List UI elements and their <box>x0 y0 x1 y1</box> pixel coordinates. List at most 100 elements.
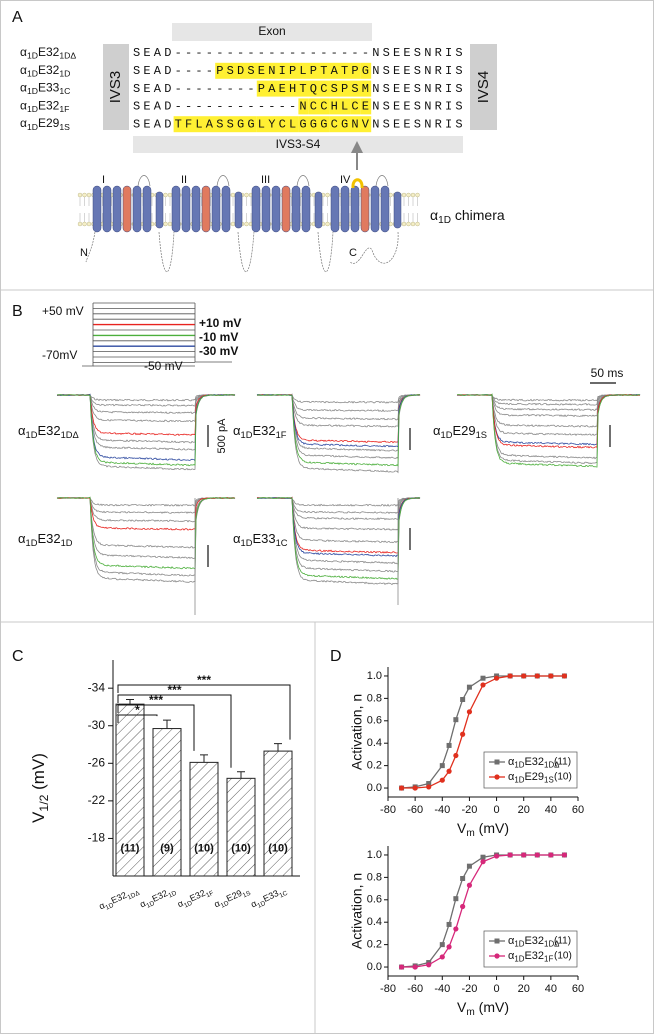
text-part: (mV) <box>475 999 509 1015</box>
text-part: 1F <box>59 104 69 114</box>
marker <box>561 852 568 858</box>
pore-loop <box>296 175 310 187</box>
ivs4-label: IVS4 <box>475 71 492 104</box>
error-bar <box>274 743 282 752</box>
text-part: E32 <box>524 950 544 962</box>
text-part: E32 <box>38 45 60 59</box>
y-axis-label: Activation, n <box>349 873 365 949</box>
marker <box>446 768 452 774</box>
text-part: α <box>213 899 222 910</box>
text-part: 1DΔ <box>59 51 76 61</box>
current-trace <box>257 394 421 452</box>
helix <box>155 191 164 229</box>
ivs3-box <box>103 44 129 130</box>
marker <box>398 785 405 791</box>
text-part: 1D <box>241 430 253 440</box>
marker <box>460 903 466 910</box>
helix <box>102 185 112 233</box>
significance-bracket <box>117 704 195 751</box>
text-part: 1D <box>514 939 524 948</box>
text-part: α <box>508 756 515 768</box>
helix <box>370 185 380 233</box>
x-tick-label: α1DE291S <box>213 885 253 912</box>
x-tick-label: 0 <box>494 804 500 816</box>
helix <box>301 185 311 233</box>
text-part: α <box>176 898 185 909</box>
text-part: 1DΔ <box>61 430 79 440</box>
marker <box>453 752 459 759</box>
text-part: α <box>20 116 27 130</box>
protocol <box>194 303 232 363</box>
bar <box>263 750 293 877</box>
bar <box>189 761 219 877</box>
current-trace <box>256 497 421 507</box>
highlight <box>236 116 257 133</box>
helix <box>281 185 291 233</box>
domain-label: III <box>261 174 270 186</box>
error-bar <box>126 698 134 705</box>
current-trace <box>256 496 420 544</box>
y-tick-label: 0.8 <box>367 871 382 883</box>
lipid-head <box>401 221 407 227</box>
bar <box>152 728 182 877</box>
text-part: 1D <box>167 889 178 899</box>
y-tick-label: 0.8 <box>367 692 382 704</box>
text-part: 1D <box>438 215 451 226</box>
chimera-label: α1D chimera <box>430 207 505 226</box>
n-label: (10) <box>268 842 288 854</box>
text-part: 1F <box>276 430 287 440</box>
row-name: α1DE321DΔ <box>20 45 76 61</box>
lipid-head <box>415 192 420 198</box>
highlight <box>256 116 299 133</box>
lipid-head <box>167 192 173 198</box>
lipid-head <box>401 192 407 198</box>
lipid-head <box>406 221 411 227</box>
lipid-head <box>167 221 173 227</box>
helix <box>221 185 231 233</box>
text-part: E32 <box>252 423 275 438</box>
y-tick-label: 1.0 <box>367 849 382 861</box>
lipid-head <box>86 221 92 227</box>
helix <box>181 185 191 233</box>
current-trace <box>256 393 421 413</box>
y-tick-label: 0.0 <box>367 782 382 794</box>
text-part: 1F <box>544 954 553 963</box>
text-part: 1C <box>59 86 70 96</box>
current-trace <box>456 394 641 411</box>
trace-name: α1DE321F <box>233 423 287 440</box>
marker <box>426 784 432 790</box>
row-name: α1DE291S <box>20 116 70 132</box>
sequence: ------------------- <box>175 46 373 60</box>
highlight <box>360 98 372 115</box>
y-tick-label: 0.4 <box>367 916 382 928</box>
y-axis-label: V1/2 (mV) <box>29 753 51 823</box>
marker <box>453 896 459 902</box>
marker <box>534 852 540 858</box>
exon-loop <box>351 178 364 189</box>
text-part: 1S <box>476 430 487 440</box>
helix <box>112 185 122 233</box>
text-part: α <box>20 99 27 113</box>
text-part: 1DΔ <box>126 889 141 901</box>
sequence: NSEESNRIS <box>372 100 466 114</box>
text-part: E32 <box>188 888 207 904</box>
x-tick-label: -60 <box>407 804 423 816</box>
helix <box>122 185 132 233</box>
text-part: 1/2 <box>37 794 51 811</box>
text-part: α <box>508 771 515 783</box>
text-part: 1D <box>514 760 524 769</box>
highlight <box>173 116 236 133</box>
lipid-head <box>325 221 330 227</box>
text-part: 1D <box>145 900 156 910</box>
helix <box>191 185 201 233</box>
sequence: LYCL <box>258 117 300 131</box>
text-part: V <box>457 820 467 836</box>
sequence: SEAD-------- <box>133 82 258 96</box>
helix <box>314 191 323 229</box>
legend-label: α1DE321DΔ <box>508 756 560 769</box>
text-part: 1D <box>256 900 267 910</box>
text-part: E32 <box>151 888 170 904</box>
y-tick-label: -22 <box>88 793 106 807</box>
trace-name: α1DE331C <box>233 531 288 548</box>
current-trace <box>257 393 421 428</box>
